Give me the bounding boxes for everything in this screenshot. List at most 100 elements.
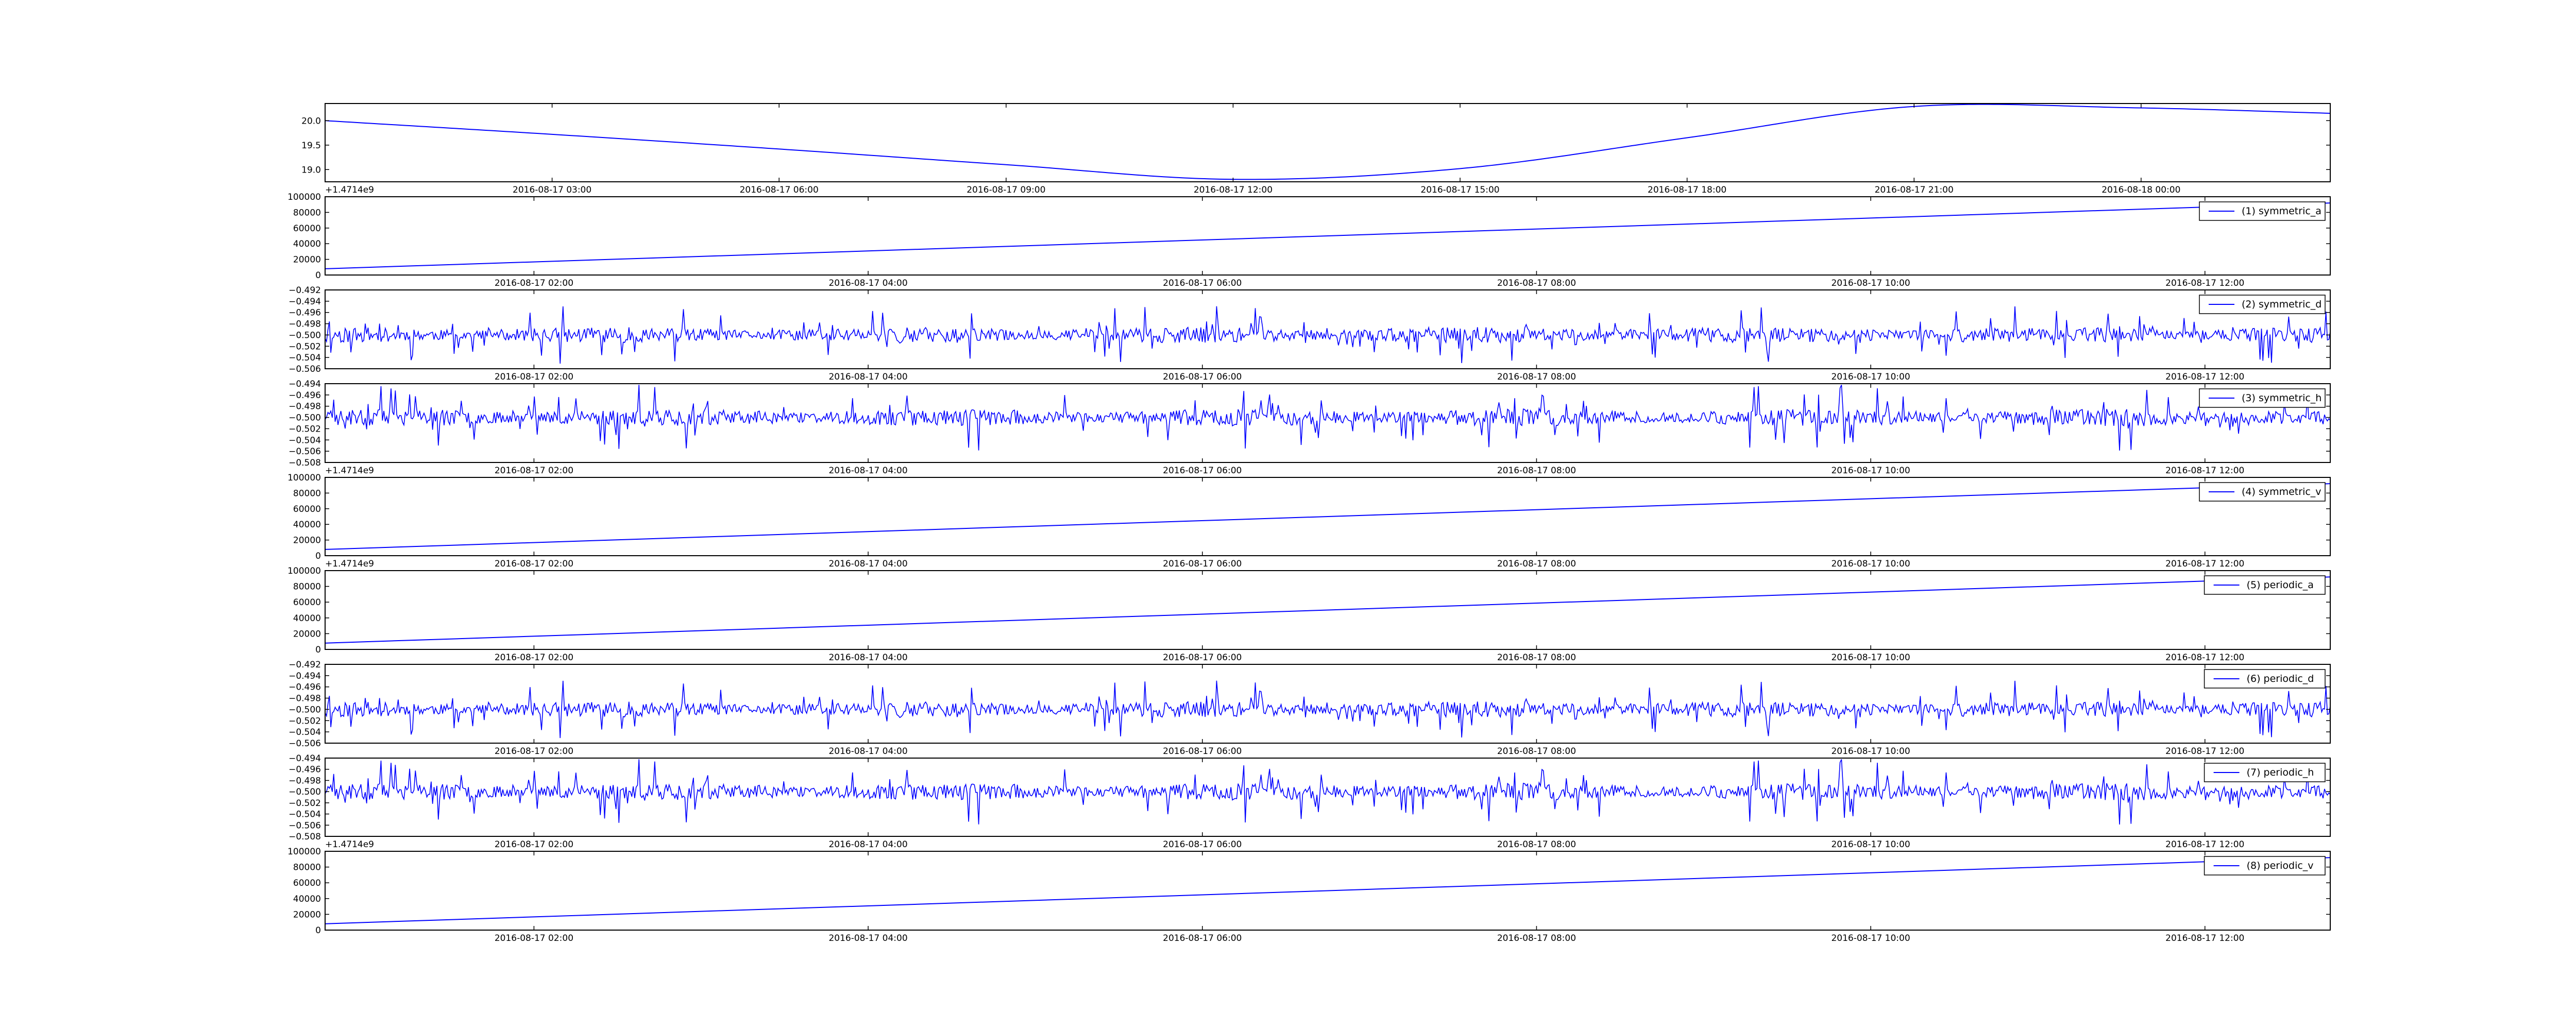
series-line-9-1: [325, 857, 2330, 924]
legend-label: (2) symmetric_d: [2242, 299, 2321, 310]
y-tick-label: −0.502: [289, 341, 321, 352]
y-tick-label: 100000: [287, 473, 321, 483]
x-tick-label: 2016-08-17 08:00: [1497, 466, 1576, 476]
axis-offset-text: +1.4714e9: [325, 559, 374, 569]
y-tick-label: −0.506: [289, 739, 321, 749]
x-tick-label: 2016-08-17 08:00: [1497, 559, 1576, 569]
y-tick-label: 0: [315, 645, 321, 655]
x-tick-label: 2016-08-17 06:00: [1163, 746, 1242, 757]
y-tick-label: 19.5: [301, 141, 321, 151]
y-tick-label: 0: [315, 925, 321, 936]
x-tick-label: 2016-08-17 06:00: [1163, 466, 1242, 476]
y-tick-label: −0.504: [289, 727, 321, 737]
y-tick-label: −0.492: [289, 285, 321, 296]
legend: (4) symmetric_v: [2199, 482, 2326, 502]
y-tick-label: 80000: [293, 488, 321, 499]
x-tick-label: 2016-08-17 06:00: [1163, 278, 1242, 288]
x-tick-label: 2016-08-17 10:00: [1831, 559, 1910, 569]
x-tick-label: 2016-08-17 02:00: [495, 278, 573, 288]
series-line-5-1: [325, 483, 2330, 550]
y-tick-label: 100000: [287, 566, 321, 576]
x-tick-label: 2016-08-17 08:00: [1497, 746, 1576, 757]
chart-panel-4: −0.508−0.506−0.504−0.502−0.500−0.498−0.4…: [289, 379, 2331, 476]
chart-panel-1: 19.0 19.5 20.0 2016-08-17 03:00 2016-08-17 0…: [301, 103, 2331, 195]
x-tick-label: 2016-08-17 10:00: [1831, 653, 1910, 663]
x-tick-label: 2016-08-17 08:00: [1497, 372, 1576, 382]
axes-frame: [325, 851, 2331, 931]
x-tick-label: 2016-08-17 12:00: [2165, 933, 2244, 943]
y-tick-label: −0.500: [289, 330, 321, 340]
y-tick-label: −0.500: [289, 705, 321, 715]
chart-panel-7: −0.506−0.504−0.502−0.500−0.498−0.496−0.4…: [289, 660, 2331, 757]
x-tick-label: 2016-08-17 02:00: [495, 933, 573, 943]
y-tick-label: −0.498: [289, 776, 321, 786]
y-tick-label: −0.498: [289, 402, 321, 412]
x-tick-label: 2016-08-17 10:00: [1831, 746, 1910, 757]
x-tick-label: 2016-08-17 06:00: [1163, 559, 1242, 569]
x-tick-label: 2016-08-17 04:00: [828, 839, 907, 850]
chart-panel-2: 0 20000 40000 60000 80000 100000 2016-08-17 02…: [287, 192, 2331, 288]
axes-frame: [325, 196, 2331, 276]
legend-label: (7) periodic_h: [2247, 767, 2314, 778]
x-tick-label: 2016-08-17 21:00: [1875, 185, 1954, 195]
y-tick-label: −0.504: [289, 353, 321, 363]
x-tick-label: 2016-08-17 08:00: [1497, 839, 1576, 850]
x-tick-label: 2016-08-17 02:00: [495, 559, 573, 569]
y-tick-label: −0.496: [289, 765, 321, 775]
x-tick-label: 2016-08-17 12:00: [2165, 839, 2244, 850]
x-tick-label: 2016-08-17 15:00: [1420, 185, 1499, 195]
y-tick-label: −0.494: [289, 753, 321, 764]
y-tick-label: −0.502: [289, 424, 321, 434]
x-tick-label: 2016-08-17 12:00: [2165, 653, 2244, 663]
x-tick-label: 2016-08-17 02:00: [495, 839, 573, 850]
y-tick-label: 40000: [293, 239, 321, 249]
y-tick-label: 20000: [293, 629, 321, 639]
x-tick-label: 2016-08-17 04:00: [828, 466, 907, 476]
chart-panel-5: 0 20000 40000 60000 80000 100000 2016-08-17 02…: [287, 473, 2331, 569]
y-tick-label: 0: [315, 270, 321, 281]
x-tick-label: 2016-08-17 02:00: [495, 746, 573, 757]
x-tick-label: 2016-08-17 12:00: [2165, 278, 2244, 288]
x-tick-label: 2016-08-17 08:00: [1497, 653, 1576, 663]
legend: (5) periodic_a: [2204, 575, 2326, 595]
chart-panel-8: −0.508−0.506−0.504−0.502−0.500−0.498−0.4…: [289, 753, 2331, 850]
y-tick-label: 40000: [293, 520, 321, 530]
series-line-1-1: [325, 104, 2330, 180]
axes-frame: [325, 570, 2331, 650]
x-tick-label: 2016-08-17 10:00: [1831, 466, 1910, 476]
axes-frame: [325, 103, 2331, 182]
y-tick-label: −0.502: [289, 716, 321, 726]
y-tick-label: −0.508: [289, 832, 321, 842]
x-tick-label: 2016-08-17 10:00: [1831, 278, 1910, 288]
x-tick-label: 2016-08-17 10:00: [1831, 372, 1910, 382]
y-tick-label: 20000: [293, 255, 321, 265]
series-line-3-1: [325, 306, 2330, 364]
legend: (1) symmetric_a: [2199, 201, 2326, 221]
chart-panel-9: 0 20000 40000 60000 80000 100000 2016-08-17 02…: [287, 847, 2331, 943]
y-tick-label: −0.496: [289, 308, 321, 318]
legend-label: (8) periodic_v: [2247, 860, 2314, 871]
y-tick-label: 100000: [287, 192, 321, 202]
y-tick-label: −0.504: [289, 435, 321, 445]
y-tick-label: −0.508: [289, 458, 321, 468]
chart-panel-6: 0 20000 40000 60000 80000 100000 2016-08-17 02…: [287, 566, 2331, 663]
series-line-8-1: [325, 759, 2330, 825]
x-tick-label: 2016-08-17 08:00: [1497, 933, 1576, 943]
x-tick-label: 2016-08-17 06:00: [1163, 372, 1242, 382]
legend: (2) symmetric_d: [2199, 295, 2326, 314]
x-tick-label: 2016-08-17 12:00: [2165, 559, 2244, 569]
axes-frame: [325, 383, 2331, 463]
y-tick-label: 40000: [293, 894, 321, 904]
series-line-2-1: [325, 202, 2330, 269]
x-tick-label: 2016-08-17 10:00: [1831, 933, 1910, 943]
x-tick-label: 2016-08-17 08:00: [1497, 278, 1576, 288]
series-line-4-1: [325, 385, 2330, 451]
y-tick-label: 60000: [293, 504, 321, 514]
y-tick-label: −0.498: [289, 319, 321, 330]
y-tick-label: −0.492: [289, 660, 321, 670]
x-tick-label: 2016-08-17 04:00: [828, 372, 907, 382]
y-tick-label: −0.496: [289, 682, 321, 693]
x-tick-label: 2016-08-17 12:00: [2165, 372, 2244, 382]
y-tick-label: 60000: [293, 878, 321, 888]
